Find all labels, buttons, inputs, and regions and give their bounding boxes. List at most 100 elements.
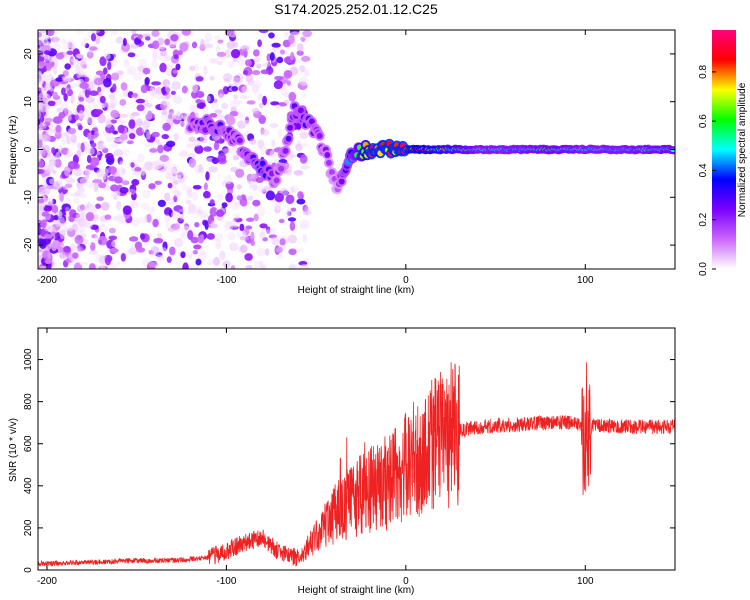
spectrogram-speckle: [246, 174, 253, 185]
spectrogram-speckle: [195, 258, 202, 266]
spectrogram-speckle: [136, 104, 145, 112]
colorbar-label: Normalized spectral amplitude: [737, 82, 748, 217]
spectrogram-speckle: [43, 204, 52, 213]
spectrogram-speckle: [53, 100, 62, 106]
snr-y-tick-label: 200: [23, 519, 34, 536]
spectrogram-y-tick-label: 0: [23, 146, 34, 152]
spectrogram-speckle: [46, 63, 52, 71]
spectrogram-speckle: [141, 125, 148, 133]
spectrogram-speckle: [165, 140, 176, 148]
spectrogram-speckle: [38, 110, 42, 119]
spectrogram-speckle: [66, 39, 75, 49]
spectrogram-speckle: [47, 100, 56, 107]
spectrogram-speckle: [204, 32, 213, 42]
spectrogram-speckle: [264, 248, 270, 256]
spectrogram-speckle: [79, 204, 85, 211]
spectrogram-speckle: [120, 253, 126, 262]
spectrogram-x-tick-label: 100: [577, 275, 594, 286]
spectrogram-trace-cell: [285, 135, 292, 142]
spectrogram-speckle: [47, 162, 55, 173]
spectrogram-speckle: [169, 246, 176, 256]
spectrogram-speckle: [158, 44, 166, 50]
spectrogram-speckle: [197, 234, 205, 244]
spectrogram-speckle: [301, 55, 311, 62]
spectrogram-speckle: [256, 63, 262, 69]
spectrogram-speckle: [64, 180, 73, 191]
spectrogram-speckle: [253, 49, 260, 57]
spectrogram-speckle: [210, 220, 219, 230]
spectrogram-speckle: [216, 232, 223, 242]
spectrogram-speckle: [90, 156, 100, 167]
spectrogram-speckle: [151, 131, 160, 138]
spectrogram-speckle: [94, 203, 102, 209]
spectrogram-speckle: [260, 145, 267, 155]
spectrogram-speckle: [195, 76, 204, 82]
spectrogram-speckle: [82, 239, 89, 245]
spectrogram-speckle: [206, 259, 214, 266]
spectrogram-speckle: [131, 128, 136, 134]
spectrogram-speckle: [45, 30, 53, 34]
spectrogram-trace-cell: [297, 107, 304, 114]
spectrogram-speckle: [89, 123, 98, 128]
spectrogram-speckle: [108, 263, 118, 269]
spectrogram-speckle: [86, 154, 92, 164]
spectrogram-trace-cell: [328, 169, 335, 176]
spectrogram-speckle: [57, 210, 63, 219]
spectrogram-speckle: [38, 31, 42, 38]
spectrogram-speckle: [180, 251, 186, 259]
spectrogram-speckle: [131, 178, 140, 186]
spectrogram-speckle: [214, 113, 225, 120]
snr-x-tick-label: -200: [37, 576, 57, 587]
spectrogram-speckle: [79, 261, 89, 266]
spectrogram-speckle: [60, 132, 68, 138]
spectrogram-y-tick-label: 10: [23, 96, 34, 108]
spectrogram-speckle: [80, 142, 85, 153]
spectrogram-speckle: [268, 32, 275, 39]
spectrogram-speckle: [117, 216, 127, 225]
spectrogram-speckle: [86, 50, 94, 59]
spectrogram-speckle: [286, 80, 291, 86]
spectrogram-speckle: [84, 112, 92, 117]
spectrogram-speckle: [275, 201, 282, 211]
spectrogram-speckle: [175, 63, 181, 71]
spectrogram-speckle: [152, 51, 157, 61]
spectrogram-speckle: [247, 195, 254, 201]
spectrogram-speckle: [290, 51, 295, 61]
spectrogram-speckle: [257, 39, 262, 48]
spectrogram-speckle: [53, 35, 60, 46]
spectrogram-speckle: [294, 247, 304, 252]
spectrogram-speckle: [121, 180, 130, 186]
spectrogram-speckle: [51, 147, 56, 154]
spectrogram-speckle: [205, 171, 210, 181]
spectrogram-speckle: [249, 182, 254, 189]
spectrogram-speckle: [65, 197, 71, 202]
spectrogram-speckle: [256, 207, 266, 217]
spectrogram-speckle: [304, 70, 310, 77]
spectrogram-speckle: [171, 94, 177, 101]
spectrogram-speckle: [233, 99, 243, 105]
spectrogram-speckle: [257, 93, 263, 102]
spectrogram-speckle: [58, 251, 67, 260]
spectrogram-speckle: [44, 117, 53, 123]
spectrogram-speckle: [195, 98, 202, 104]
spectrogram-trace-cell: [273, 177, 280, 184]
spectrogram-speckle: [196, 102, 206, 110]
spectrogram-speckle: [287, 234, 298, 244]
spectrogram-speckle: [67, 127, 77, 135]
spectrogram-trace-cell: [236, 137, 243, 144]
spectrogram-speckle: [283, 69, 293, 79]
spectrogram-speckle: [151, 59, 159, 69]
spectrogram-speckle: [241, 120, 250, 125]
spectrogram-speckle: [38, 239, 47, 249]
spectrogram-speckle: [80, 60, 87, 69]
spectrogram-speckle: [214, 109, 223, 114]
spectrogram-speckle: [99, 222, 105, 228]
spectrogram-speckle: [98, 140, 104, 145]
spectrogram-x-tick-label: 0: [403, 275, 409, 286]
spectrogram-speckle: [259, 102, 264, 109]
spectrogram-speckle: [262, 95, 267, 106]
spectrogram-speckle: [166, 112, 177, 121]
spectrogram-speckle: [165, 83, 172, 93]
spectrogram-speckle: [253, 213, 259, 222]
